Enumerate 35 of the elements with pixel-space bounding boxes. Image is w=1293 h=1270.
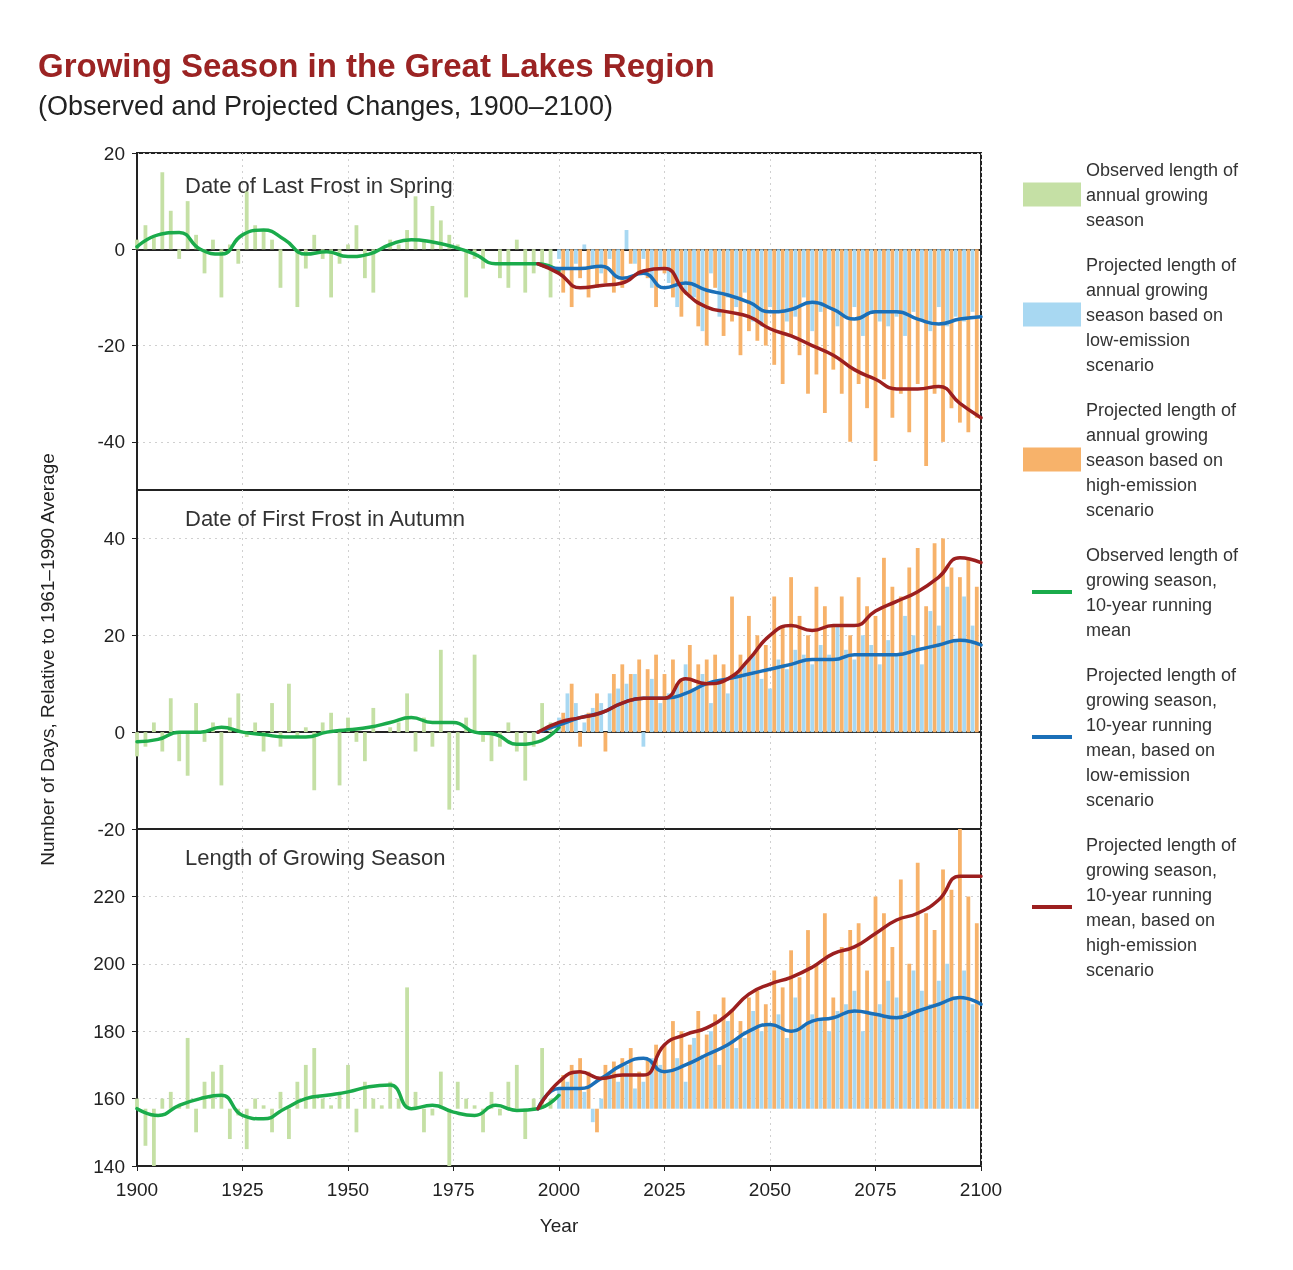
- text: Length of Growing Season: [185, 844, 446, 870]
- y-tick-label: 20: [103, 624, 125, 646]
- y-tick-label: 220: [93, 885, 125, 907]
- legend-label: Observed length of growing season, 10-year running mean: [1086, 544, 1244, 640]
- x-tick-label: 2075: [854, 1179, 897, 1200]
- x-axis-title: Year: [539, 1215, 579, 1236]
- y-tick-label: 160: [93, 1088, 125, 1110]
- x-tick-label: 2025: [643, 1179, 686, 1200]
- text: Date of First Frost in Autumn: [185, 505, 465, 531]
- x-tick-label: 1975: [432, 1179, 475, 1200]
- y-tick-label: 20: [103, 142, 125, 164]
- y-tick-label: 0: [114, 721, 125, 743]
- chart-title: Growing Season in the Great Lakes Region: [38, 47, 715, 84]
- y-axis-title: Number of Days, Relative to 1961–1990 Average: [37, 453, 58, 866]
- y-tick-label: 200: [93, 953, 125, 975]
- legend-label: Projected length of growing season, 10-year running mean, based on high-emission scenario: [1086, 834, 1242, 980]
- annotation: Date of Last Frost in Spring: [185, 172, 453, 198]
- x-tick-label: 2100: [959, 1179, 1003, 1200]
- y-tick-label: 180: [93, 1020, 125, 1042]
- x-tick-label: 2000: [537, 1179, 581, 1200]
- x-tick-label: 1925: [221, 1179, 264, 1200]
- y-tick-label: -40: [97, 431, 125, 453]
- y-tick-label: -20: [97, 335, 125, 357]
- legend-label: Observed length of annual growing season: [1086, 159, 1244, 230]
- x-tick-label: 1900: [115, 1179, 159, 1200]
- y-tick-label: 40: [103, 527, 125, 549]
- legend-label: Projected length of annual growing season based on high-emission scenario: [1086, 399, 1242, 520]
- legend-label: Projected length of growing season, 10-year running mean, based on low-emission scenario: [1086, 664, 1242, 810]
- legend-label: Projected length of annual growing season based on low-emission scenario: [1086, 254, 1242, 375]
- y-tick-label: -20: [97, 818, 125, 840]
- chart-subtitle: (Observed and Projected Changes, 1900–2100): [38, 90, 613, 121]
- y-tick-label: 140: [93, 1155, 125, 1177]
- y-tick-label: 0: [114, 238, 125, 260]
- x-tick-label: 2050: [748, 1179, 792, 1200]
- x-tick-label: 1950: [326, 1179, 370, 1200]
